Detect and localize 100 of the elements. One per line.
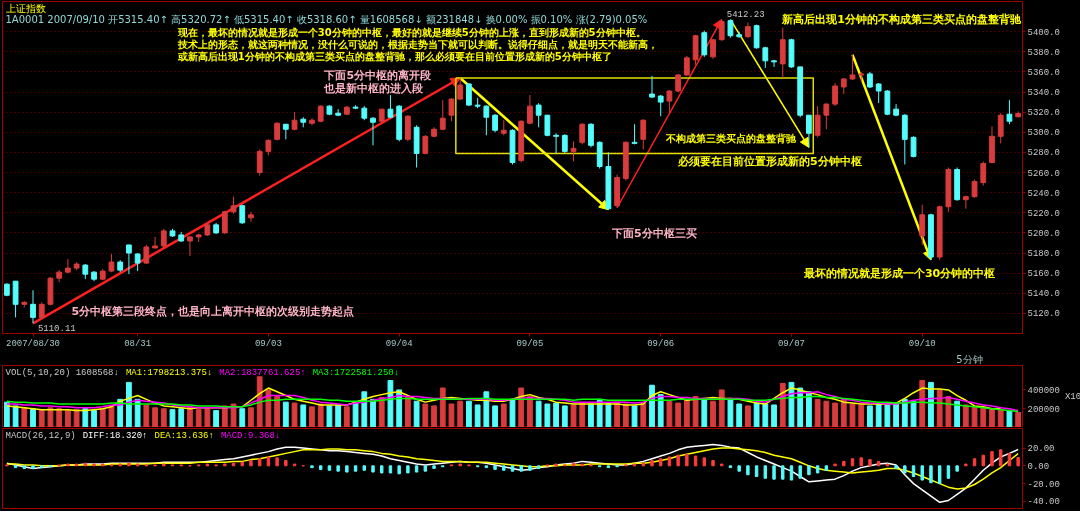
bar bbox=[763, 465, 768, 479]
bar bbox=[971, 406, 978, 427]
bar bbox=[605, 402, 612, 427]
bar bbox=[528, 465, 532, 471]
bar bbox=[667, 456, 672, 467]
y-tick-label: -20.00 bbox=[1027, 479, 1060, 490]
bar bbox=[432, 465, 436, 469]
bar bbox=[875, 403, 882, 427]
bar bbox=[108, 405, 115, 427]
bar bbox=[701, 398, 708, 427]
bar bbox=[335, 404, 342, 427]
bar bbox=[30, 408, 36, 427]
bar bbox=[439, 387, 446, 427]
bar bbox=[849, 403, 856, 427]
y-axis-title: X10 bbox=[1064, 391, 1080, 402]
bar bbox=[265, 389, 272, 427]
bar bbox=[500, 403, 507, 427]
bar bbox=[876, 460, 881, 467]
bar bbox=[937, 465, 942, 485]
bar bbox=[309, 406, 315, 427]
bar bbox=[483, 391, 490, 427]
bar bbox=[343, 406, 350, 427]
bar bbox=[544, 403, 551, 427]
bar bbox=[326, 405, 333, 427]
bar bbox=[240, 461, 244, 467]
bar bbox=[249, 460, 253, 467]
bar bbox=[903, 465, 907, 474]
bar bbox=[920, 465, 924, 481]
bar bbox=[397, 465, 401, 475]
bar bbox=[579, 402, 586, 427]
bar bbox=[711, 460, 715, 467]
bar bbox=[282, 401, 289, 427]
bar bbox=[570, 404, 577, 427]
bar bbox=[868, 459, 872, 467]
bar bbox=[1016, 457, 1020, 467]
bar bbox=[641, 462, 645, 467]
bar bbox=[127, 462, 131, 467]
text: DEA:13.636↑ bbox=[154, 430, 214, 441]
bar bbox=[789, 465, 794, 481]
bar bbox=[762, 403, 769, 427]
bar bbox=[152, 407, 158, 427]
text: MA3:1722581.250↓ bbox=[312, 367, 400, 378]
line-series bbox=[6, 447, 1019, 490]
bar bbox=[823, 400, 830, 427]
bar bbox=[536, 465, 541, 469]
bar bbox=[772, 465, 776, 480]
text: MA1:1798213.375↓ bbox=[125, 367, 213, 378]
bar bbox=[631, 405, 638, 427]
bar bbox=[414, 465, 419, 473]
bar bbox=[884, 404, 891, 427]
bar bbox=[781, 465, 785, 480]
bar bbox=[492, 405, 498, 427]
bar bbox=[640, 402, 647, 427]
bar bbox=[422, 403, 429, 427]
bar bbox=[997, 409, 1004, 427]
bar bbox=[336, 465, 340, 472]
bar bbox=[710, 400, 716, 427]
bar bbox=[702, 457, 707, 467]
bar bbox=[404, 396, 411, 427]
bar bbox=[692, 396, 699, 427]
bar bbox=[683, 398, 690, 427]
bar bbox=[274, 396, 281, 427]
bar bbox=[867, 405, 873, 427]
bar bbox=[266, 456, 271, 467]
bar bbox=[910, 400, 917, 427]
bar bbox=[527, 396, 533, 427]
bar bbox=[911, 465, 916, 477]
bar bbox=[345, 465, 349, 473]
bar bbox=[675, 402, 682, 427]
bar bbox=[980, 407, 987, 427]
bar bbox=[213, 410, 219, 427]
bar bbox=[693, 455, 698, 467]
bar bbox=[807, 465, 811, 476]
bar bbox=[327, 465, 332, 471]
chart-title: VOL(5,10,20) 1608568↓ bbox=[5, 367, 119, 378]
bar bbox=[718, 389, 725, 427]
bar bbox=[737, 465, 741, 472]
chart-title: MACD(26,12,9) bbox=[5, 430, 76, 441]
bar bbox=[31, 465, 35, 469]
bar bbox=[91, 410, 97, 427]
y-tick-label: -40.00 bbox=[1027, 497, 1060, 508]
bar bbox=[842, 460, 846, 467]
bar bbox=[622, 403, 629, 427]
bar bbox=[814, 398, 821, 427]
bar bbox=[989, 408, 995, 427]
bar bbox=[38, 409, 45, 427]
bar bbox=[894, 465, 898, 469]
bar bbox=[990, 451, 994, 467]
bar bbox=[474, 404, 481, 427]
bar bbox=[510, 465, 515, 472]
bar bbox=[859, 457, 863, 467]
bar bbox=[362, 465, 367, 471]
bar bbox=[388, 465, 393, 474]
bar bbox=[676, 454, 680, 467]
bar bbox=[448, 403, 455, 427]
bar bbox=[457, 400, 464, 427]
bar bbox=[195, 409, 202, 427]
bar bbox=[893, 402, 899, 427]
bar bbox=[380, 465, 384, 474]
bar bbox=[423, 465, 428, 472]
